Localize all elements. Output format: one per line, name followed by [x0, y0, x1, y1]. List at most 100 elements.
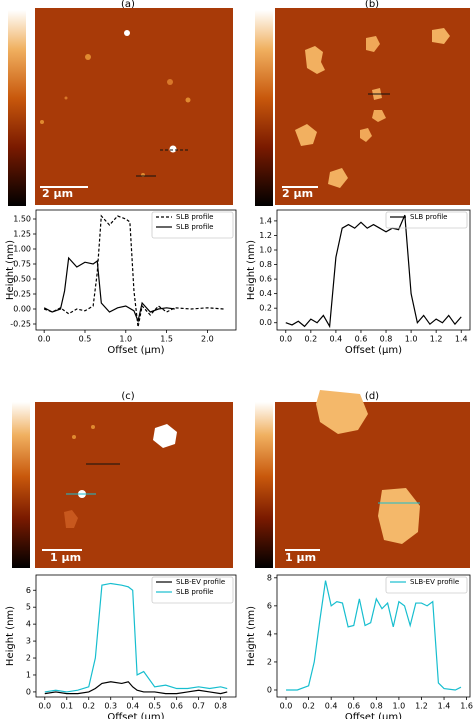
- colorbar: [255, 402, 273, 568]
- x-tick-label: 0.3: [104, 702, 117, 711]
- x-tick-label: 0.4: [126, 702, 139, 711]
- x-tick-label: 0.0: [38, 702, 51, 711]
- y-tick-label: 0.6: [259, 275, 272, 284]
- scale-bar-label: 1 µm: [50, 551, 81, 564]
- legend-label: SLB profile: [176, 588, 213, 596]
- x-axis-label: Offset (µm): [345, 712, 402, 719]
- profile-line: [43, 256, 175, 324]
- x-tick-label: 1.4: [455, 335, 468, 344]
- profile-line: [44, 582, 228, 693]
- profile-line: [286, 580, 462, 691]
- colorbar: [12, 402, 30, 568]
- y-tick-label: 1.0: [259, 246, 272, 255]
- x-tick-label: 1.5: [160, 335, 173, 344]
- y-tick-label: 0.8: [259, 260, 272, 269]
- x-tick-label: 1.0: [393, 702, 406, 711]
- legend-label: SLB-EV profile: [410, 578, 459, 586]
- scale-bar-label: 1 µm: [285, 551, 316, 564]
- legend-label: SLB profile: [176, 223, 213, 231]
- y-tick-label: -0.25: [10, 320, 31, 329]
- y-tick-label: 8: [267, 573, 272, 582]
- x-tick-label: 0.4: [325, 702, 338, 711]
- y-tick-label: 0: [26, 687, 31, 696]
- legend-box: [385, 211, 468, 229]
- y-tick-label: 1.50: [13, 215, 31, 224]
- x-tick-label: 0.1: [60, 702, 73, 711]
- x-tick-label: 0.8: [214, 702, 227, 711]
- afm-image: 2 µm: [275, 8, 470, 205]
- y-tick-label: 1.00: [13, 245, 31, 254]
- y-tick-label: 1: [26, 670, 31, 679]
- x-tick-label: 1.0: [119, 335, 132, 344]
- y-tick-label: 1.4: [259, 216, 272, 225]
- y-tick-label: 6: [267, 601, 272, 610]
- colorbar: [8, 10, 26, 206]
- plot-frame: [276, 209, 471, 331]
- y-tick-label: 1.2: [259, 231, 272, 240]
- legend-label: SLB profile: [176, 213, 213, 221]
- x-tick-label: 0.0: [280, 702, 293, 711]
- x-tick-label: 0.4: [330, 335, 343, 344]
- x-axis-label: Offset (µm): [107, 345, 164, 356]
- y-tick-label: 0.75: [13, 260, 31, 269]
- x-tick-label: 0.5: [79, 335, 92, 344]
- y-axis-label: Height (nm): [5, 606, 16, 666]
- x-tick-label: 0.0: [279, 335, 292, 344]
- y-tick-label: 0: [267, 685, 272, 694]
- x-tick-label: 0.7: [192, 702, 205, 711]
- plot-frame: [276, 574, 471, 698]
- x-tick-label: 0.8: [380, 335, 393, 344]
- x-tick-label: 2.0: [201, 335, 214, 344]
- x-tick-label: 1.2: [430, 335, 443, 344]
- x-tick-label: 1.4: [438, 702, 451, 711]
- y-tick-label: 6: [26, 586, 31, 595]
- afm-image: 2 µm: [35, 8, 233, 205]
- x-tick-label: 0.2: [304, 335, 317, 344]
- y-tick-label: 1.25: [13, 230, 31, 239]
- legend-box: [151, 576, 234, 604]
- panel-label: (b): [365, 0, 379, 10]
- x-tick-label: 0.2: [302, 702, 315, 711]
- x-tick-label: 0.0: [38, 335, 51, 344]
- legend-label: SLB profile: [410, 213, 447, 221]
- y-axis-label: Height (nm): [246, 606, 257, 666]
- x-tick-label: 0.8: [370, 702, 383, 711]
- y-tick-label: 5: [26, 603, 31, 612]
- legend-box: [151, 211, 234, 239]
- x-tick-label: 0.5: [148, 702, 161, 711]
- afm-image: 1 µm: [35, 397, 233, 568]
- y-tick-label: 0.25: [13, 290, 31, 299]
- profile-line: [285, 214, 462, 329]
- plot-frame: [35, 574, 237, 698]
- colorbar: [255, 10, 273, 206]
- y-tick-label: 2: [267, 657, 272, 666]
- y-tick-label: 0.50: [13, 275, 31, 284]
- scale-bar-label: 2 µm: [42, 187, 73, 200]
- legend-box: [385, 576, 468, 594]
- y-tick-label: 0.0: [259, 318, 272, 327]
- panel-label: (c): [121, 391, 134, 402]
- profile-line: [44, 681, 228, 695]
- x-tick-label: 1.0: [405, 335, 418, 344]
- x-tick-label: 0.6: [355, 335, 368, 344]
- y-axis-label: Height (nm): [5, 240, 16, 300]
- legend-label: SLB-EV profile: [176, 578, 225, 586]
- y-tick-label: 2: [26, 654, 31, 663]
- x-tick-label: 0.2: [82, 702, 95, 711]
- y-tick-label: 4: [26, 620, 31, 629]
- x-tick-label: 1.6: [460, 702, 473, 711]
- x-axis-label: Offset (µm): [345, 345, 402, 356]
- y-tick-label: 0.00: [13, 305, 31, 314]
- x-tick-label: 0.6: [170, 702, 183, 711]
- plot-frame: [35, 209, 237, 331]
- y-tick-label: 0.4: [259, 289, 272, 298]
- x-tick-label: 0.6: [347, 702, 360, 711]
- panel-label: (a): [121, 0, 135, 10]
- afm-image: 1 µm: [275, 390, 470, 568]
- x-tick-label: 1.2: [415, 702, 428, 711]
- y-axis-label: Height (nm): [246, 240, 257, 300]
- panel-label: (d): [365, 391, 379, 402]
- y-tick-label: 4: [267, 629, 272, 638]
- y-tick-label: 3: [26, 637, 31, 646]
